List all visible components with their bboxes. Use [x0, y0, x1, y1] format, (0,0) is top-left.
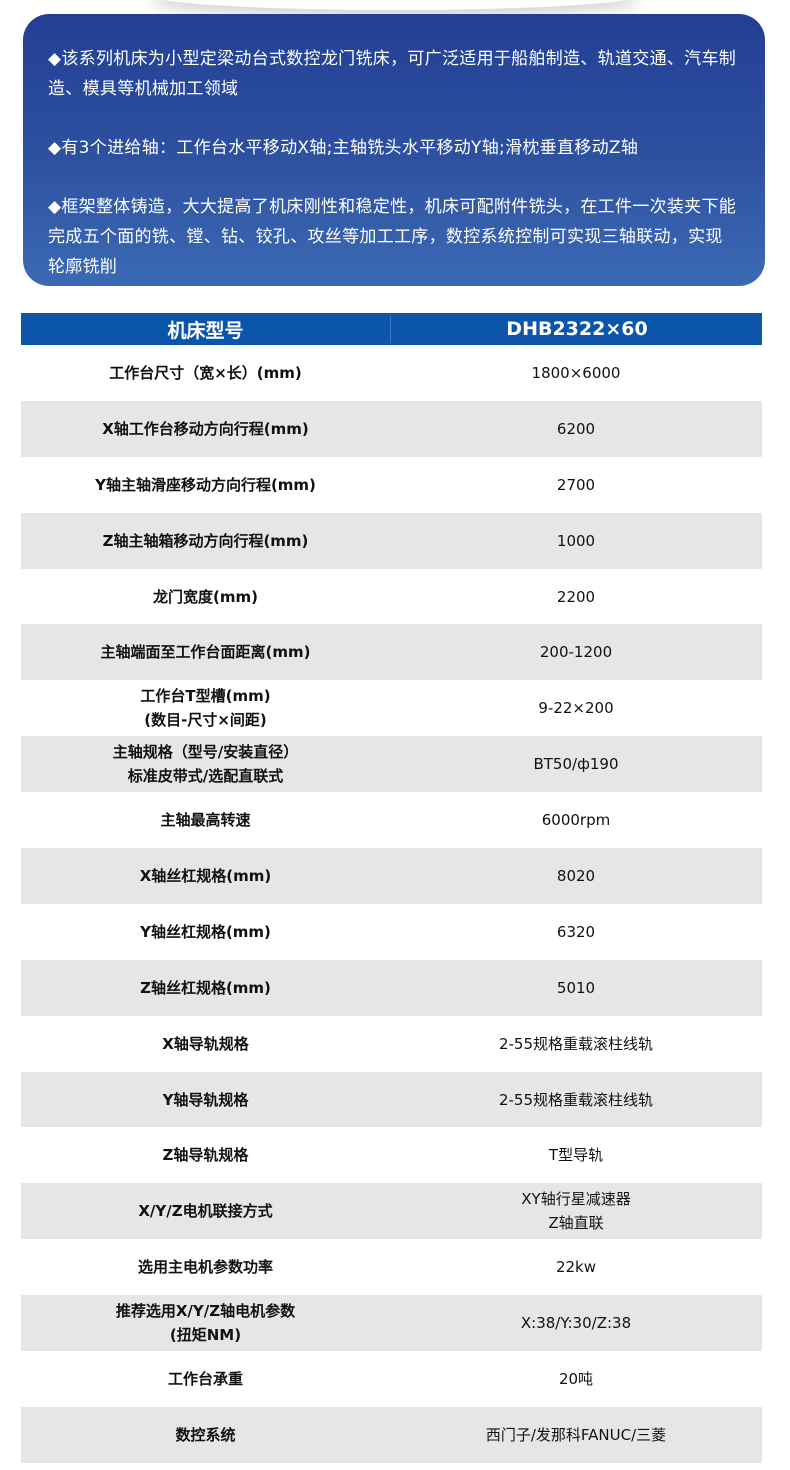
- spec-label: 工作台T型槽(mm) (数目-尺寸×间距): [140, 687, 271, 730]
- spec-value: XY轴行星减速器 Z轴直联: [521, 1190, 631, 1233]
- spec-label: 数控系统: [175, 1425, 236, 1444]
- spec-label: 龙门宽度(mm): [153, 587, 258, 606]
- table-row: Z轴导轨规格 T型导轨: [21, 1127, 762, 1183]
- intro-card: ◆该系列机床为小型定梁动台式数控龙门铣床，可广泛适用于船舶制造、轨道交通、汽车制…: [23, 14, 765, 286]
- spec-value: 6200: [556, 419, 596, 438]
- table-row: X轴丝杠规格(mm) 8020: [21, 848, 762, 904]
- spec-value: 22kw: [555, 1258, 597, 1277]
- spec-value: 2-55规格重载滚柱线轨: [498, 1034, 654, 1053]
- spec-table-body: 工作台尺寸（宽×长）(mm) 1800×6000 X轴工作台移动方向行程(mm) 62…: [21, 345, 762, 1463]
- header-model: DHB2322×60: [506, 318, 648, 340]
- table-row: Y轴导轨规格 2-55规格重载滚柱线轨: [21, 1071, 762, 1128]
- spec-label: X轴丝杠规格(mm): [139, 866, 272, 885]
- spec-label: Z轴导轨规格: [162, 1146, 249, 1165]
- spec-value: 西门子/发那科FANUC/三菱: [485, 1425, 667, 1444]
- table-row: 工作台T型槽(mm) (数目-尺寸×间距) 9-22×200: [21, 680, 762, 736]
- spec-value: 200-1200: [539, 643, 613, 662]
- table-row: X轴导轨规格 2-55规格重载滚柱线轨: [21, 1016, 762, 1072]
- table-row: Y轴主轴滑座移动方向行程(mm) 2700: [21, 457, 762, 513]
- spec-label: 主轴端面至工作台面距离(mm): [100, 643, 311, 662]
- table-row: 工作台尺寸（宽×长）(mm) 1800×6000: [21, 345, 762, 401]
- spec-label: Z轴丝杠规格(mm): [140, 978, 271, 997]
- spec-label: X轴工作台移动方向行程(mm): [102, 419, 309, 438]
- table-row: 龙门宽度(mm) 2200: [21, 569, 762, 625]
- table-row: Z轴主轴箱移动方向行程(mm) 1000: [21, 512, 762, 569]
- spec-label: 主轴规格（型号/安装直径） 标准皮带式/选配直联式: [112, 743, 299, 786]
- table-row: X/Y/Z电机联接方式 XY轴行星减速器 Z轴直联: [21, 1183, 762, 1240]
- intro-paragraph-3: ◆框架整体铸造，大大提高了机床刚性和稳定性，机床可配附件铣头，在工件一次装夹下能…: [48, 197, 737, 277]
- intro-paragraph-2: ◆有3个进给轴：工作台水平移动X轴;主轴铣头水平移动Y轴;滑枕垂直移动Z轴: [48, 138, 639, 158]
- spec-value: 1800×6000: [531, 363, 621, 382]
- spec-value: 2700: [556, 475, 596, 494]
- table-row: X轴工作台移动方向行程(mm) 6200: [21, 400, 762, 457]
- spec-table: 机床型号 DHB2322×60 工作台尺寸（宽×长）(mm) 1800×6000 X…: [21, 313, 762, 1463]
- spec-value: 8020: [556, 866, 596, 885]
- spec-value: 6000rpm: [541, 811, 611, 830]
- table-row: Y轴丝杠规格(mm) 6320: [21, 904, 762, 960]
- intro-paragraph-1: ◆该系列机床为小型定梁动台式数控龙门铣床，可广泛适用于船舶制造、轨道交通、汽车制…: [48, 49, 737, 99]
- header-label: 机床型号: [21, 315, 391, 343]
- spec-label: Y轴导轨规格: [162, 1090, 249, 1109]
- spec-label: Y轴丝杠规格(mm): [140, 922, 271, 941]
- table-row: Z轴丝杠规格(mm) 5010: [21, 959, 762, 1016]
- spec-table-header: 机床型号 DHB2322×60: [21, 313, 762, 345]
- table-row: 主轴端面至工作台面距离(mm) 200-1200: [21, 624, 762, 681]
- spec-label: 选用主电机参数功率: [137, 1258, 273, 1277]
- spec-label: X轴导轨规格: [162, 1034, 249, 1053]
- spec-label: X/Y/Z电机联接方式: [138, 1202, 273, 1221]
- table-row: 推荐选用X/Y/Z轴电机参数 (扭矩NM) X:38/Y:30/Z:38: [21, 1295, 762, 1352]
- spec-value: 9-22×200: [538, 699, 614, 718]
- table-row: 选用主电机参数功率 22kw: [21, 1239, 762, 1295]
- spec-label: 工作台尺寸（宽×长）(mm): [109, 363, 302, 382]
- spec-value: 2200: [556, 587, 596, 606]
- spec-label: 主轴最高转速: [160, 811, 251, 830]
- top-shadow-decoration: [150, 0, 640, 10]
- spec-value: BT50/ф190: [533, 755, 619, 774]
- table-row: 数控系统 西门子/发那科FANUC/三菱: [21, 1406, 762, 1463]
- table-row: 工作台承重 20吨: [21, 1351, 762, 1407]
- spec-label: Z轴主轴箱移动方向行程(mm): [102, 531, 309, 550]
- spec-label: 推荐选用X/Y/Z轴电机参数 (扭矩NM): [115, 1302, 296, 1345]
- spec-value: 2-55规格重载滚柱线轨: [498, 1090, 654, 1109]
- spec-value: T型导轨: [548, 1146, 604, 1165]
- spec-value: 5010: [556, 978, 596, 997]
- table-row: 主轴规格（型号/安装直径） 标准皮带式/选配直联式 BT50/ф190: [21, 736, 762, 793]
- spec-value: 6320: [556, 922, 596, 941]
- spec-value: X:38/Y:30/Z:38: [520, 1314, 632, 1333]
- spec-value: 20吨: [558, 1369, 594, 1388]
- spec-label: 工作台承重: [167, 1369, 243, 1388]
- spec-value: 1000: [556, 531, 596, 550]
- spec-label: Y轴主轴滑座移动方向行程(mm): [95, 475, 316, 494]
- table-row: 主轴最高转速 6000rpm: [21, 792, 762, 848]
